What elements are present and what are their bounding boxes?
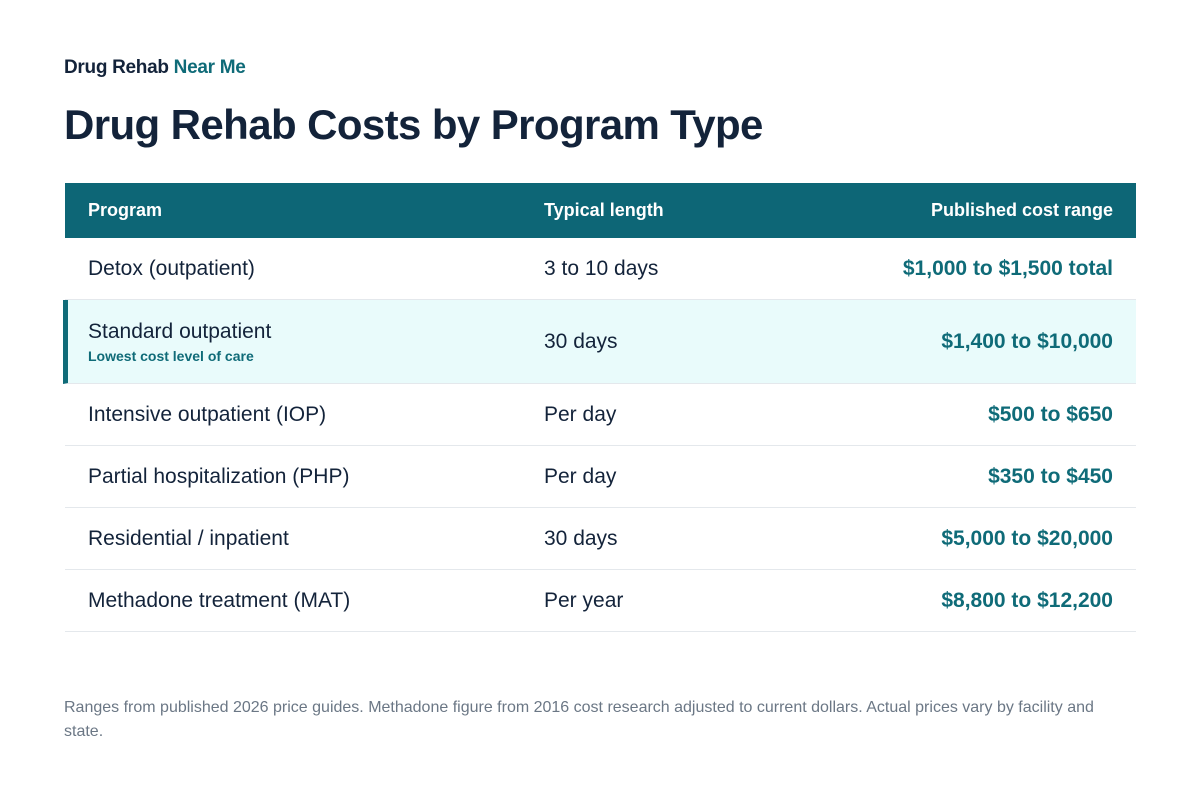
cost-cell: $8,800 to $12,200: [941, 588, 1113, 612]
length-cell: Per year: [544, 588, 624, 612]
brand-name-accent: Near Me: [173, 57, 246, 78]
program-note: Lowest cost level of care: [88, 347, 254, 364]
program-name: Methadone treatment (MAT): [88, 588, 351, 612]
program-cell: Standard outpatient Lowest cost level of…: [88, 300, 271, 383]
program-name: Partial hospitalization (PHP): [88, 464, 350, 488]
program-cell: Partial hospitalization (PHP): [88, 446, 349, 507]
length-cell: Per day: [544, 402, 617, 426]
table-row-detox: Detox (outpatient) 3 to 10 days $1,000 t…: [65, 238, 1136, 300]
table-row-methadone: Methadone treatment (MAT) Per year $8,80…: [65, 570, 1136, 632]
cost-table: Program Typical length Published cost ra…: [63, 183, 1136, 632]
page-title: Drug Rehab Costs by Program Type: [64, 101, 763, 148]
program-name: Standard outpatient: [88, 319, 272, 343]
brand-logo: Drug Rehab Near Me: [64, 56, 246, 80]
table-row-residential: Residential / inpatient 30 days $5,000 t…: [65, 508, 1136, 570]
length-cell: 30 days: [544, 526, 618, 550]
length-cell: Per day: [544, 464, 617, 488]
footnote: Ranges from published 2026 price guides.…: [64, 699, 1094, 740]
cost-cell: $1,000 to $1,500 total: [902, 256, 1113, 280]
length-cell: 30 days: [544, 329, 618, 353]
header-typical-length: Typical length: [544, 200, 664, 220]
table-row-php: Partial hospitalization (PHP) Per day $3…: [65, 446, 1136, 508]
program-cell: Methadone treatment (MAT): [88, 570, 350, 631]
table-row-iop: Intensive outpatient (IOP) Per day $500 …: [65, 384, 1136, 446]
header-cost-range: Published cost range: [930, 200, 1113, 220]
program-name: Intensive outpatient (IOP): [88, 402, 327, 426]
program-name: Residential / inpatient: [88, 526, 289, 550]
table-header: Program Typical length Published cost ra…: [65, 183, 1136, 238]
cost-cell: $5,000 to $20,000: [941, 526, 1113, 550]
brand-name-primary: Drug Rehab: [64, 57, 169, 78]
program-name: Detox (outpatient): [88, 256, 255, 280]
table-row-standard-outpatient: Standard outpatient Lowest cost level of…: [63, 300, 1136, 384]
length-cell: 3 to 10 days: [544, 256, 659, 280]
program-cell: Intensive outpatient (IOP): [88, 384, 326, 445]
cost-cell: $500 to $650: [988, 402, 1113, 426]
program-cell: Residential / inpatient: [88, 508, 289, 569]
cost-cell: $1,400 to $10,000: [941, 329, 1113, 353]
program-cell: Detox (outpatient): [88, 238, 255, 299]
header-program: Program: [88, 200, 163, 220]
cost-cell: $350 to $450: [988, 464, 1113, 488]
